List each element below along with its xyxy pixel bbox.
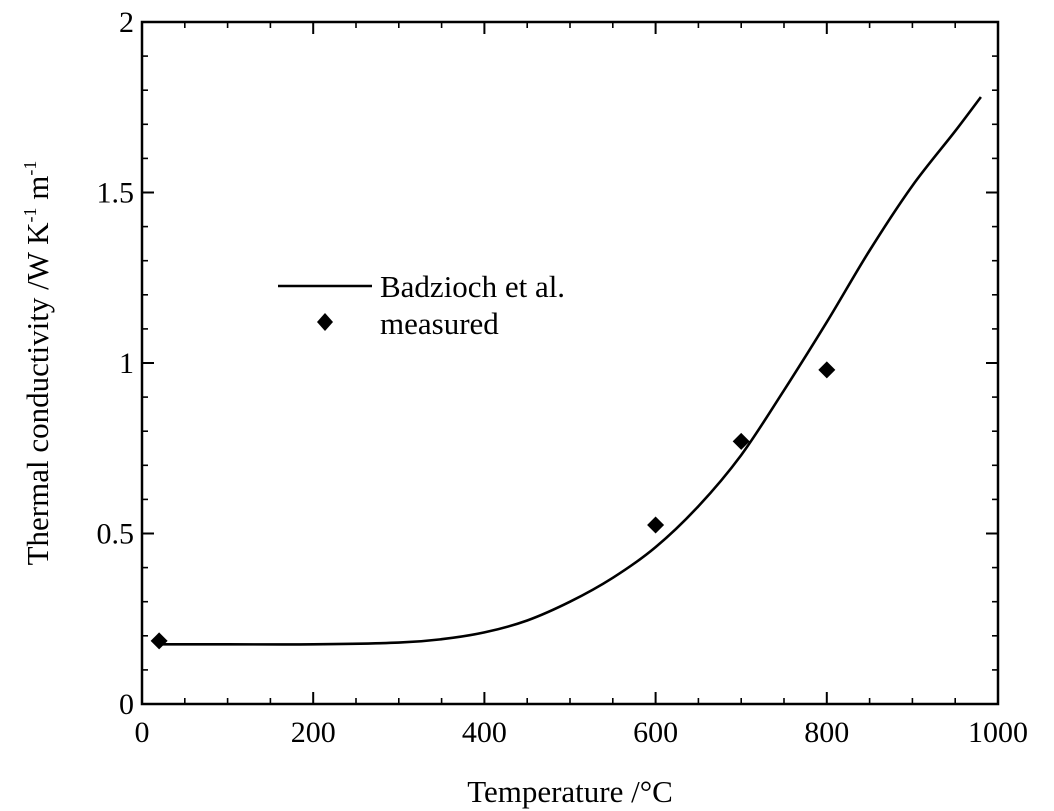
axis-tick-labels: 0 200 400 600 800 1000 0 0.5 1 1.5 2 (97, 6, 1029, 749)
legend: Badzioch et al. measured (278, 269, 565, 341)
legend-label-measured: measured (380, 306, 499, 341)
x-axis-label: Temperature /°C (467, 774, 673, 809)
y-tick-label: 2 (119, 6, 134, 39)
series-points-measured (150, 361, 836, 650)
series-line-badzioch (159, 96, 982, 646)
y-tick-label: 0.5 (97, 518, 135, 551)
measured-point (150, 632, 168, 650)
measured-point (647, 516, 665, 534)
y-axis-label-sup1: -1 (20, 207, 40, 222)
x-tick-label: 1000 (968, 716, 1028, 749)
legend-diamond-swatch (317, 313, 333, 331)
measured-point (818, 361, 836, 379)
x-tick-label: 800 (804, 716, 849, 749)
x-tick-label: 400 (462, 716, 507, 749)
y-tick-label: 1.5 (97, 177, 135, 210)
measured-point (732, 432, 750, 450)
y-axis-label-mid: m (20, 176, 55, 208)
legend-label-badzioch: Badzioch et al. (380, 269, 565, 304)
x-tick-label: 200 (291, 716, 336, 749)
x-tick-label: 0 (135, 716, 150, 749)
y-axis-label-sup2: -1 (20, 161, 40, 176)
y-tick-label: 1 (119, 347, 134, 380)
y-tick-label: 0 (119, 688, 134, 721)
axis-ticks (141, 21, 999, 705)
y-axis-label-main: Thermal conductivity /W K (20, 222, 55, 566)
y-axis-label: Thermal conductivity /W K-1 m-1 (20, 161, 55, 566)
x-tick-label: 600 (633, 716, 678, 749)
